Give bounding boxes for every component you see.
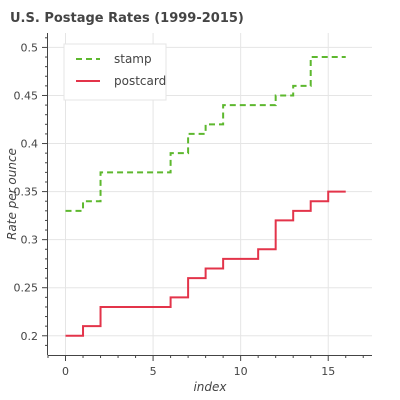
series-layer (65, 56, 346, 337)
x-tick-label: 5 (150, 365, 157, 378)
y-tick-label: 0.45 (14, 89, 39, 102)
y-tick-label: 0.3 (21, 234, 39, 247)
axes: 0 5 10 15 0.2 0.25 0.3 0.35 0.4 0.45 0.5 (14, 33, 372, 378)
legend: stamp postcard (63, 43, 167, 101)
y-tick-label: 0.4 (21, 138, 39, 151)
y-axis-ticks: 0.2 0.25 0.3 0.35 0.4 0.45 0.5 (14, 37, 48, 346)
legend-label-postcard: postcard (114, 74, 166, 88)
x-tick-label: 15 (321, 365, 335, 378)
x-axis-ticks: 0 5 10 15 (47, 355, 364, 378)
y-tick-label: 0.2 (21, 330, 39, 343)
x-tick-label: 10 (234, 365, 248, 378)
chart-title: U.S. Postage Rates (1999-2015) (10, 11, 244, 26)
y-tick-label: 0.5 (21, 41, 39, 54)
x-axis-label: index (193, 380, 227, 394)
grid-lines (48, 33, 372, 355)
x-tick-label: 0 (62, 365, 69, 378)
y-tick-label: 0.35 (14, 186, 39, 199)
y-axis-label: Rate per ounce (5, 148, 19, 240)
y-tick-label: 0.25 (14, 282, 39, 295)
legend-box (63, 43, 167, 101)
legend-label-stamp: stamp (114, 52, 152, 66)
series-line-postcard (65, 190, 346, 337)
series-line-stamp (65, 56, 346, 212)
